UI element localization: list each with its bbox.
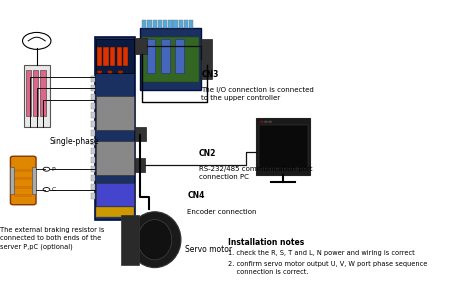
- Ellipse shape: [128, 212, 181, 268]
- Text: RS-232/485 communication port
connection PC: RS-232/485 communication port connection…: [199, 166, 312, 180]
- FancyBboxPatch shape: [142, 37, 199, 82]
- Text: Servo motor: Servo motor: [185, 245, 232, 254]
- FancyBboxPatch shape: [91, 139, 95, 145]
- FancyBboxPatch shape: [135, 38, 147, 54]
- Text: Installation notes: Installation notes: [228, 238, 304, 247]
- Text: CN4: CN4: [187, 191, 205, 200]
- FancyBboxPatch shape: [96, 141, 134, 175]
- Text: C: C: [51, 187, 55, 192]
- Circle shape: [97, 70, 102, 74]
- FancyBboxPatch shape: [256, 118, 310, 175]
- FancyBboxPatch shape: [91, 112, 95, 118]
- Text: Encoder connection: Encoder connection: [187, 209, 257, 215]
- FancyBboxPatch shape: [91, 76, 95, 82]
- Circle shape: [118, 70, 123, 74]
- FancyBboxPatch shape: [175, 39, 184, 73]
- Circle shape: [268, 121, 272, 123]
- FancyBboxPatch shape: [26, 70, 31, 116]
- FancyBboxPatch shape: [91, 166, 95, 172]
- FancyBboxPatch shape: [161, 39, 170, 73]
- FancyBboxPatch shape: [259, 125, 308, 168]
- Text: Single-phase: Single-phase: [50, 136, 99, 146]
- FancyBboxPatch shape: [91, 184, 95, 190]
- Text: 2. confirm servo motor output U, V, W port phase sequence
    connection is corr: 2. confirm servo motor output U, V, W po…: [228, 261, 427, 275]
- FancyBboxPatch shape: [32, 167, 36, 194]
- Circle shape: [260, 121, 264, 123]
- FancyBboxPatch shape: [158, 20, 162, 28]
- Text: The I/O connection is connected
to the upper controller: The I/O connection is connected to the u…: [201, 87, 314, 102]
- FancyBboxPatch shape: [14, 186, 32, 189]
- FancyBboxPatch shape: [147, 39, 155, 73]
- FancyBboxPatch shape: [140, 28, 201, 90]
- Text: P: P: [51, 167, 55, 172]
- FancyBboxPatch shape: [91, 175, 95, 181]
- FancyBboxPatch shape: [184, 20, 188, 28]
- FancyBboxPatch shape: [95, 37, 135, 220]
- FancyBboxPatch shape: [135, 127, 146, 141]
- FancyBboxPatch shape: [14, 177, 32, 180]
- FancyBboxPatch shape: [97, 47, 102, 66]
- FancyBboxPatch shape: [135, 158, 145, 172]
- Circle shape: [107, 70, 113, 74]
- FancyBboxPatch shape: [96, 96, 134, 130]
- FancyBboxPatch shape: [10, 156, 36, 205]
- Text: 1. check the R, S, T and L, N power and wiring is correct: 1. check the R, S, T and L, N power and …: [228, 250, 414, 255]
- FancyBboxPatch shape: [91, 94, 95, 100]
- FancyBboxPatch shape: [40, 70, 46, 116]
- Ellipse shape: [138, 219, 172, 260]
- FancyBboxPatch shape: [10, 167, 14, 194]
- FancyBboxPatch shape: [147, 20, 152, 28]
- Text: The external braking resistor is
connected to both ends of the
server P,pC (opti: The external braking resistor is connect…: [0, 227, 104, 250]
- FancyBboxPatch shape: [121, 215, 139, 265]
- FancyBboxPatch shape: [14, 194, 32, 197]
- FancyBboxPatch shape: [123, 47, 128, 66]
- FancyBboxPatch shape: [96, 39, 134, 73]
- FancyBboxPatch shape: [91, 157, 95, 163]
- FancyBboxPatch shape: [103, 47, 109, 66]
- FancyBboxPatch shape: [91, 103, 95, 109]
- FancyBboxPatch shape: [110, 47, 115, 66]
- FancyBboxPatch shape: [142, 20, 146, 28]
- FancyBboxPatch shape: [91, 85, 95, 91]
- FancyBboxPatch shape: [24, 65, 50, 127]
- Text: CN2: CN2: [199, 149, 217, 158]
- FancyBboxPatch shape: [14, 169, 32, 172]
- FancyBboxPatch shape: [96, 183, 134, 206]
- FancyBboxPatch shape: [153, 20, 157, 28]
- FancyBboxPatch shape: [117, 47, 122, 66]
- FancyBboxPatch shape: [96, 207, 134, 217]
- FancyBboxPatch shape: [91, 193, 95, 199]
- FancyBboxPatch shape: [91, 121, 95, 127]
- FancyBboxPatch shape: [91, 130, 95, 136]
- FancyBboxPatch shape: [163, 20, 167, 28]
- FancyBboxPatch shape: [168, 20, 173, 28]
- Text: CN3: CN3: [201, 70, 219, 79]
- FancyBboxPatch shape: [173, 20, 178, 28]
- FancyBboxPatch shape: [201, 39, 212, 79]
- FancyBboxPatch shape: [91, 148, 95, 154]
- FancyBboxPatch shape: [33, 70, 38, 116]
- FancyBboxPatch shape: [179, 20, 183, 28]
- FancyBboxPatch shape: [189, 20, 193, 28]
- Circle shape: [264, 121, 268, 123]
